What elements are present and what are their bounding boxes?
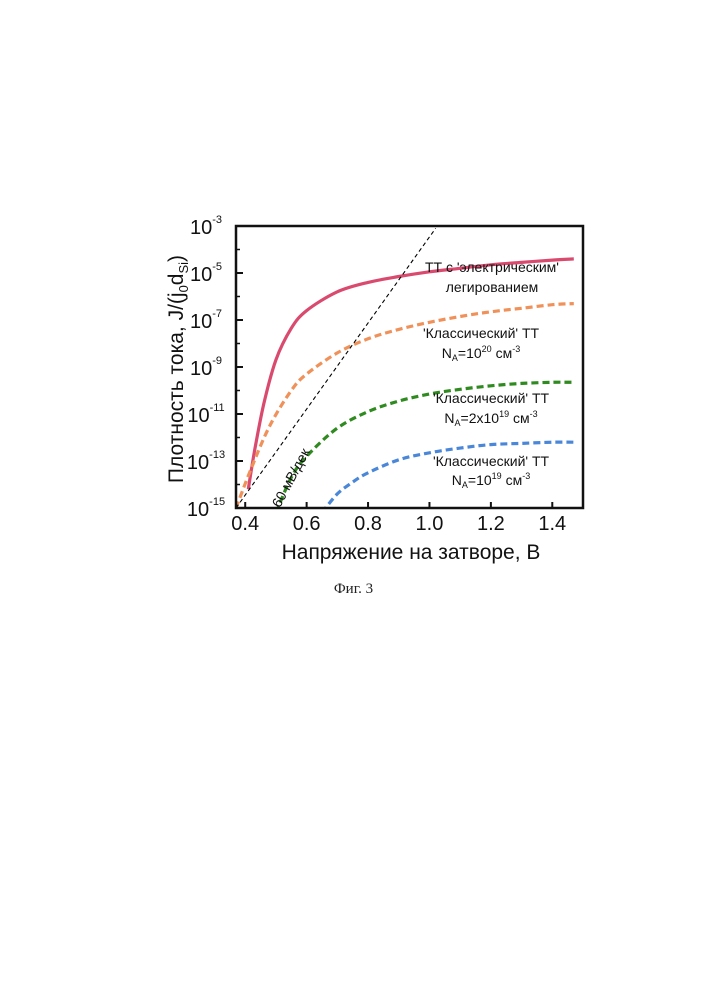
label-classic-2e19-line1: 'Классический' ТТ xyxy=(433,390,550,406)
x-tick-label: 1.0 xyxy=(416,513,444,535)
label-classic-1e19-line2: NA=1019 см-3 xyxy=(452,471,530,490)
label-electrical-line2: легированием xyxy=(446,279,538,295)
x-tick-label: 0.8 xyxy=(354,513,382,535)
y-tick-label: 10-7 xyxy=(190,308,222,333)
x-axis-title: Напряжение на затворе, В xyxy=(282,541,541,564)
y-tick-label: 10-3 xyxy=(190,214,222,239)
x-tick-label: 1.2 xyxy=(477,513,505,535)
y-tick-label: 10-13 xyxy=(187,449,225,474)
series-classic-2e19 xyxy=(276,380,574,508)
label-classic-1e20-line1: 'Классический' ТТ xyxy=(423,325,540,341)
y-axis-title: Плотность тока, J/(j0dSi) xyxy=(165,255,191,483)
figure-caption: Фиг. 3 xyxy=(333,581,374,597)
series-classic-1e20 xyxy=(236,302,574,508)
ticks-layer: 0.4 0.6 0.8 1.0 1.2 1.4 10-3 10-5 10-7 10-9 10-11 1… xyxy=(187,214,566,535)
y-tick-label: 10-9 xyxy=(190,355,222,380)
y-tick-label: 10-5 xyxy=(190,261,222,286)
x-tick-label: 0.6 xyxy=(293,513,321,535)
label-electrical-line1: ТТ с 'электрическим' xyxy=(425,259,559,275)
x-tick-label: 1.4 xyxy=(538,513,566,535)
series-60mv-slope xyxy=(236,228,437,508)
y-tick-label: 10-11 xyxy=(187,402,224,427)
x-tick-label: 0.4 xyxy=(231,513,259,535)
label-classic-1e20-line2: NA=1020 см-3 xyxy=(442,344,520,363)
label-classic-1e19-line1: 'Классический' ТТ xyxy=(433,453,550,469)
slope-annotation: 60 мВ/дек xyxy=(268,445,313,510)
label-classic-2e19-line2: NA=2x1019 см-3 xyxy=(444,409,537,428)
y-tick-label: 10-15 xyxy=(187,496,225,521)
series-electrical-doping xyxy=(246,257,574,490)
series-classic-1e19 xyxy=(323,440,574,508)
series-layer xyxy=(236,228,574,508)
